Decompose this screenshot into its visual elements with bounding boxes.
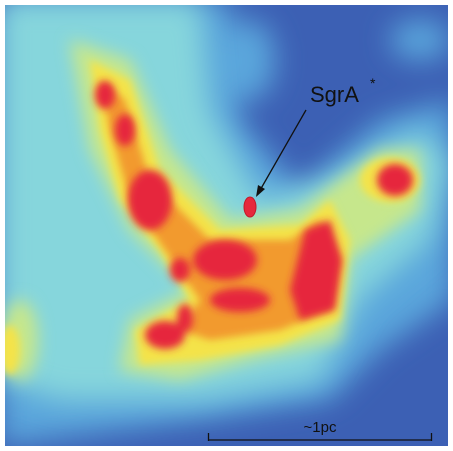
source-label: SgrA	[310, 82, 359, 107]
arrow-head	[256, 185, 265, 197]
arrow	[258, 109, 307, 193]
scale-label: ~1pc	[304, 419, 337, 436]
source-label-sup: *	[370, 75, 376, 91]
scale-bar	[207, 433, 433, 441]
sgra-source	[243, 196, 257, 218]
